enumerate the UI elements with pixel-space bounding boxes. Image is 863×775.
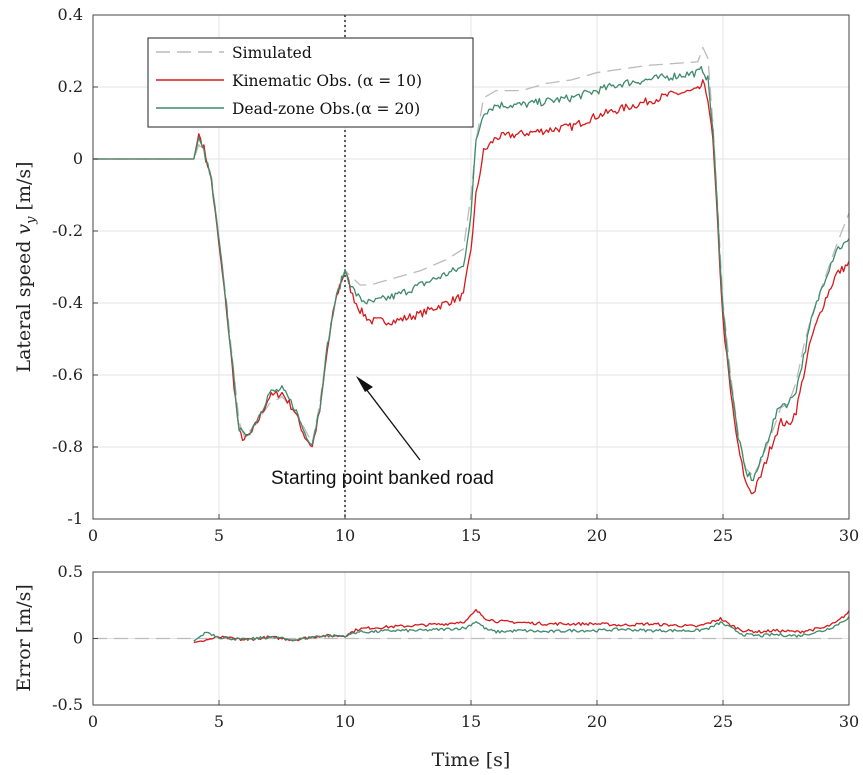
x-tick-label: 30 <box>839 526 859 545</box>
legend-label-deadzone: Dead-zone Obs.(α = 20) <box>232 100 420 118</box>
y-tick-label: -0.4 <box>52 293 83 312</box>
x-tick-label: 15 <box>461 712 481 731</box>
x-tick-label: 5 <box>214 526 224 545</box>
bottom-xlabel: Time [s] <box>432 749 511 771</box>
y-tick-label: 0.5 <box>58 562 83 581</box>
x-tick-label: 20 <box>587 526 607 545</box>
y-tick-label: -0.6 <box>52 365 83 384</box>
bottom-series <box>93 608 850 644</box>
legend-label-simulated: Simulated <box>232 44 312 62</box>
y-tick-label: 0 <box>73 629 83 648</box>
x-tick-label: 0 <box>88 526 98 545</box>
annotation-arrow-shaft <box>362 384 421 461</box>
x-tick-label: 10 <box>335 526 355 545</box>
y-tick-label: -0.2 <box>52 221 83 240</box>
legend-box <box>147 37 474 128</box>
y-tick-label: 0 <box>73 149 83 168</box>
legend-label-kinematic: Kinematic Obs. (α = 10) <box>232 72 422 90</box>
y-tick-label: -1 <box>67 509 83 528</box>
x-tick-label: 20 <box>587 712 607 731</box>
annotation: Starting point banked road <box>271 376 494 489</box>
y-tick-label: 0.4 <box>58 5 83 24</box>
bottom-ticks: 0 5 10 15 20 25 30 0.5 0 -0.5 <box>52 562 859 731</box>
top-ylabel: Lateral speed vy [m/s] <box>13 161 39 372</box>
annotation-text: Starting point banked road <box>271 468 494 489</box>
x-tick-label: 25 <box>713 712 733 731</box>
series-line-2 <box>193 616 850 642</box>
top-ticks: 0 5 10 15 20 25 30 0.4 0.2 0 -0.2 -0.4 -0.6 -0.8 -1 <box>52 5 859 545</box>
x-tick-label: 5 <box>214 712 224 731</box>
x-tick-label: 15 <box>461 526 481 545</box>
y-tick-label: -0.8 <box>52 437 83 456</box>
bottom-chart: 0 5 10 15 20 25 30 0.5 0 -0.5 Error [m/s] Time [s… <box>13 562 859 771</box>
y-tick-label: 0.2 <box>58 77 83 96</box>
x-tick-label: 0 <box>88 712 98 731</box>
series-line-2 <box>93 65 850 482</box>
x-tick-label: 30 <box>839 712 859 731</box>
bottom-ylabel: Error [m/s] <box>13 584 35 692</box>
top-series <box>93 46 850 495</box>
x-tick-label: 10 <box>335 712 355 731</box>
x-tick-label: 25 <box>713 526 733 545</box>
annotation-arrowhead <box>356 376 373 392</box>
y-tick-label: -0.5 <box>52 695 83 714</box>
legend: Simulated Kinematic Obs. (α = 10) Dead-z… <box>147 37 474 128</box>
top-chart: 0 5 10 15 20 25 30 0.4 0.2 0 -0.2 -0.4 -0.6 -0.8 -1 La… <box>13 5 859 545</box>
